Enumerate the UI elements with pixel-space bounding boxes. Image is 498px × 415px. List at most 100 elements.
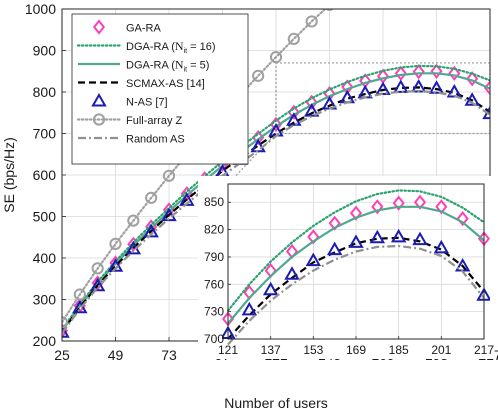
legend: GA-RA DGA-RA (Nit = 16) DGA-RA (Nit = 5) SC… — [71, 13, 249, 165]
legend-entry: DGA-RA (Nit = 16) — [76, 39, 216, 55]
y-tick-label: 500 — [33, 209, 57, 225]
data-point-marker — [466, 71, 479, 87]
data-point-marker — [241, 301, 258, 316]
y-tick-label: 900 — [33, 43, 57, 59]
data-point-marker — [252, 69, 265, 82]
inset-y-tick-label: 730 — [204, 305, 224, 319]
inset-x-tick-label: 137 — [261, 343, 281, 357]
data-point-marker — [328, 215, 341, 231]
series-dga-ra-n-it-5- — [227, 205, 485, 325]
inset-x-tick-label: 201 — [431, 343, 451, 357]
series-n-as-7- — [222, 228, 490, 340]
y-tick-label: 800 — [33, 84, 57, 100]
main-series-layer — [62, 9, 490, 339]
data-point-marker — [412, 231, 428, 246]
legend-subscript: it — [184, 48, 188, 55]
inset-y-tick-label: 760 — [204, 277, 224, 291]
legend-math: N — [175, 58, 184, 72]
legend-label-tail: = 5) — [187, 60, 209, 72]
data-point-marker — [286, 112, 302, 126]
inset-series-layer — [222, 189, 490, 345]
data-point-marker — [325, 9, 334, 11]
data-point-marker — [62, 324, 70, 338]
data-point-marker — [375, 81, 391, 96]
series-line — [62, 90, 490, 334]
data-point-marker — [326, 241, 343, 256]
legend-label: N-AS [7] — [126, 97, 168, 109]
data-point-marker — [287, 32, 300, 45]
x-tick-label: 25 — [54, 347, 70, 363]
inset-x-tick-label: 121 — [218, 343, 238, 357]
data-point-marker — [303, 103, 320, 117]
y-tick-label: 400 — [33, 250, 57, 266]
legend-entry: Random AS — [78, 134, 185, 146]
series-line — [227, 244, 485, 345]
legend-label: DGA-RA (Nit = 5) — [126, 58, 209, 74]
series-line — [226, 189, 486, 312]
data-point-marker — [394, 65, 407, 81]
legend-entry: SCMAX-AS [14] — [78, 78, 205, 90]
data-point-marker — [269, 51, 283, 64]
y-axis-label: SE (bps/Hz) — [1, 137, 17, 212]
data-point-marker — [464, 92, 480, 106]
series-scmax-as-14- — [62, 86, 490, 333]
data-point-marker — [412, 64, 425, 80]
data-point-marker — [143, 223, 159, 238]
series-random-as — [227, 244, 485, 345]
data-point-marker — [369, 229, 386, 244]
y-tick-label: 700 — [33, 126, 57, 142]
data-point-marker — [393, 79, 409, 93]
x-axis-label: Number of users — [224, 395, 327, 411]
inset-y-tick-label: 700 — [204, 332, 224, 346]
legend-entry: GA-RA — [92, 19, 162, 35]
data-point-marker — [127, 214, 140, 227]
legend-entry: Full-array Z — [76, 113, 183, 127]
y-tick-label: 200 — [33, 333, 57, 349]
legend-label: Full-array Z — [126, 115, 183, 127]
inset-y-tick-label: 850 — [204, 195, 224, 209]
data-point-marker — [390, 228, 407, 243]
data-point-marker — [284, 266, 300, 280]
legend-entry: DGA-RA (Nit = 5) — [78, 58, 209, 74]
series-dga-ra-n-it-16- — [226, 189, 486, 312]
legend-math: N — [175, 39, 184, 53]
inset-background — [198, 176, 494, 359]
data-point-marker — [145, 191, 158, 204]
legend-label: SCMAX-AS [14] — [126, 78, 205, 90]
series-line — [227, 205, 485, 325]
y-tick-label: 600 — [33, 167, 57, 183]
data-point-marker — [435, 199, 448, 215]
legend-label: DGA-RA (Nit = 16) — [126, 39, 216, 55]
series-line — [62, 86, 490, 333]
data-point-marker — [305, 252, 322, 267]
data-point-marker — [73, 288, 86, 301]
data-point-marker — [433, 239, 450, 254]
inset-x-tick-label: 185 — [389, 343, 409, 357]
inset-x-tick-label: 153 — [303, 343, 323, 357]
y-tick-label: 300 — [33, 292, 57, 308]
series-line — [62, 9, 327, 324]
data-point-marker — [348, 234, 364, 248]
data-point-marker — [428, 80, 445, 94]
inset-y-tick-label: 790 — [204, 250, 224, 264]
x-tick-label: 73 — [161, 347, 177, 363]
legend-label-tail: = 16) — [187, 41, 215, 53]
inset-x-tick-label: 169 — [346, 343, 366, 357]
legend-label: GA-RA — [126, 23, 162, 35]
data-point-marker — [91, 262, 104, 275]
legend-marker-sample — [91, 92, 107, 107]
legend-label: Random AS — [126, 134, 185, 146]
data-point-marker — [89, 277, 106, 292]
legend-marker-sample — [92, 113, 106, 126]
inset-y-tick-label: 820 — [204, 223, 224, 237]
data-point-marker — [107, 258, 124, 272]
inset-zoom-chart: 121 137 153 169 185 201 217 700 730 760 790 820 850 — [198, 176, 494, 359]
data-point-marker — [162, 169, 176, 182]
series-random-as — [62, 90, 490, 334]
y-tick-label: 1000 — [25, 1, 56, 17]
legend-marker-sample — [92, 19, 106, 35]
legend-entry: N-AS [7] — [91, 92, 168, 109]
data-point-marker — [413, 194, 427, 210]
data-point-marker — [262, 281, 279, 296]
x-tick-label: 49 — [108, 347, 124, 363]
